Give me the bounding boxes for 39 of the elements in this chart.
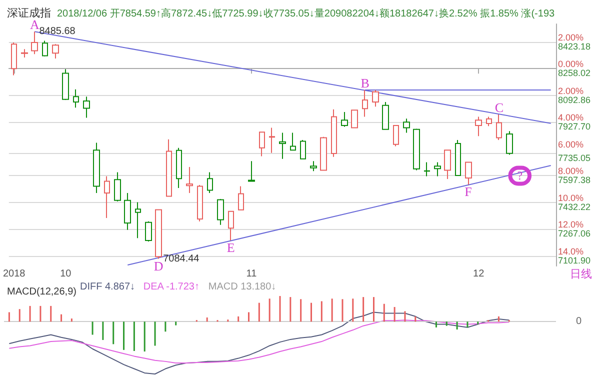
y-tick-label: 7735.05 (558, 152, 591, 163)
text: 日线 (570, 268, 592, 280)
y-tick-label: 7267.06 (558, 228, 591, 239)
text: DIFF 4.867↓ (80, 282, 136, 292)
annotation: E (226, 240, 235, 256)
y2-tick-label: 8.00% (558, 166, 584, 176)
x-tick-label: 10 (60, 268, 72, 280)
chart-title: MACD(12,26,9) (7, 286, 76, 298)
annotation: 7084.44 (163, 253, 200, 264)
y2-tick-label: 0.00% (558, 59, 584, 70)
y2-tick-label: 14.0% (558, 246, 584, 256)
x-tick-label: 11 (246, 268, 258, 280)
y2-tick-label: 2.00% (558, 32, 584, 42)
y2-tick-label: 12.0% (558, 220, 584, 230)
x-tick-label: 12 (473, 268, 485, 280)
text: DEA -1.723↑ (143, 282, 200, 292)
y2-tick-label: 10.0% (558, 192, 584, 203)
x-tick-label: 2018 (2, 268, 26, 280)
annotation: ? (517, 168, 523, 183)
annotation: C (494, 100, 504, 115)
y-tick-label: 8258.02 (558, 68, 591, 78)
y2-tick-label: 2.00% (558, 86, 584, 96)
y-tick-label: 7927.70 (558, 122, 591, 132)
y2-tick-label: 4.00% (558, 112, 584, 123)
annotation: B (360, 75, 370, 90)
chart-title: 深证成指 (7, 6, 51, 20)
annotation: D (154, 258, 164, 274)
y-tick-label: 7101.90 (558, 255, 591, 266)
y-tick-label: 8423.18 (558, 41, 591, 52)
annotation: F (464, 184, 472, 200)
series-label: MACD 13.180↓ (208, 282, 276, 292)
ref-line-label: 0 (576, 316, 582, 328)
y-tick-label: 7432.22 (558, 202, 591, 212)
annotation: A (30, 17, 40, 32)
y2-tick-label: 6.00% (558, 139, 584, 150)
y-tick-label: 8092.86 (558, 94, 591, 105)
chart-subtitle: 2018/12/06 开7854.59↑高7872.45↓低7725.99↓收7735.05↓量209082204↓额18182647↓换2.52% 振1.85% 涨(-193 (57, 8, 556, 20)
annotation: 8485.68 (39, 26, 76, 38)
y-tick-label: 7597.38 (558, 175, 591, 186)
